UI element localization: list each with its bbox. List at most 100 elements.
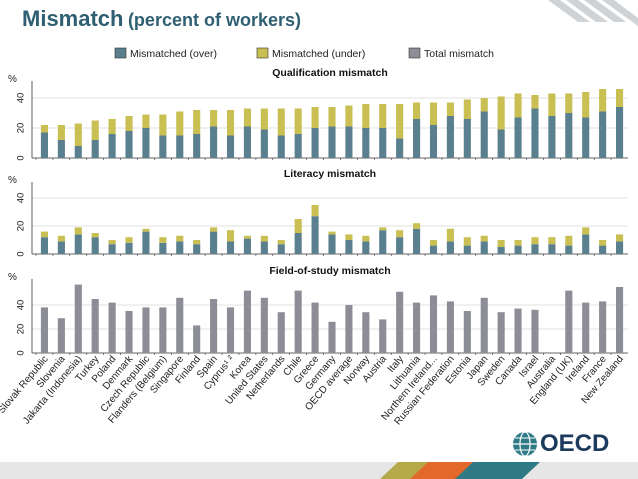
bar-over bbox=[362, 128, 370, 158]
bar-over bbox=[108, 244, 116, 254]
bar-total bbox=[565, 290, 573, 353]
bar-over bbox=[497, 247, 505, 254]
bar-under bbox=[40, 231, 49, 238]
y-axis-unit: % bbox=[8, 175, 17, 186]
bar-over bbox=[311, 216, 319, 254]
bar-total bbox=[480, 297, 488, 353]
bar-under bbox=[396, 104, 404, 139]
bar-over bbox=[599, 245, 607, 254]
bar-over bbox=[210, 231, 218, 254]
bar-under bbox=[345, 105, 353, 127]
bar-over bbox=[615, 241, 624, 254]
footer-stripe bbox=[380, 462, 540, 479]
bar-under bbox=[210, 227, 218, 232]
bar-over bbox=[582, 117, 590, 158]
bar-under bbox=[429, 102, 438, 125]
bar-over bbox=[57, 241, 65, 254]
bar-total bbox=[615, 287, 624, 353]
bar-under bbox=[311, 205, 319, 217]
bar-total bbox=[74, 284, 82, 353]
bar-over bbox=[108, 134, 116, 158]
bar-over bbox=[142, 128, 150, 158]
bar-under bbox=[260, 108, 268, 130]
bar-under bbox=[193, 110, 201, 134]
bar-over bbox=[582, 234, 590, 254]
bar-under bbox=[582, 227, 590, 235]
bar-under bbox=[226, 230, 235, 242]
bar-under bbox=[260, 235, 268, 242]
bar-over bbox=[446, 116, 454, 158]
bar-under bbox=[480, 235, 488, 242]
bar-over bbox=[260, 241, 268, 254]
bar-total bbox=[40, 307, 49, 353]
bar-over bbox=[599, 111, 607, 158]
bar-under bbox=[311, 107, 319, 128]
bar-under bbox=[142, 114, 150, 128]
bar-under bbox=[91, 233, 99, 238]
bar-under bbox=[40, 125, 49, 133]
bar-over bbox=[548, 116, 556, 158]
bar-over bbox=[260, 129, 268, 158]
bar-under bbox=[480, 98, 488, 112]
bar-over bbox=[565, 113, 573, 158]
bar-under bbox=[91, 120, 99, 140]
bar-over bbox=[413, 119, 421, 158]
bar-under bbox=[379, 104, 387, 128]
y-tick-label: 20 bbox=[16, 324, 27, 335]
bar-under bbox=[176, 111, 184, 136]
bar-over bbox=[345, 126, 353, 158]
bar-over bbox=[480, 111, 488, 158]
bar-over bbox=[514, 245, 522, 254]
legend-label: Mismatched (over) bbox=[130, 48, 217, 60]
bar-over bbox=[379, 128, 387, 158]
bar-total bbox=[57, 318, 65, 353]
bar-under bbox=[497, 96, 505, 130]
bar-total bbox=[108, 302, 116, 353]
bar-total bbox=[142, 307, 150, 353]
bar-over bbox=[548, 244, 556, 254]
bar-under bbox=[615, 89, 624, 107]
bar-under bbox=[565, 93, 573, 113]
bar-over bbox=[463, 119, 471, 158]
bar-over bbox=[226, 241, 235, 254]
bar-over bbox=[193, 134, 201, 158]
bar-under bbox=[294, 219, 302, 233]
y-tick-label: 40 bbox=[16, 300, 27, 311]
bar-total bbox=[413, 302, 421, 353]
bar-under bbox=[108, 119, 116, 134]
bar-under bbox=[362, 104, 370, 128]
bar-total bbox=[514, 308, 522, 353]
bar-over bbox=[243, 238, 251, 254]
bar-under bbox=[328, 231, 336, 235]
bar-under bbox=[548, 93, 556, 116]
bar-over bbox=[328, 234, 336, 254]
y-axis-unit: % bbox=[8, 272, 17, 283]
panel-title: Qualification mismatch bbox=[272, 67, 388, 79]
bar-total bbox=[243, 290, 251, 353]
bar-under bbox=[328, 107, 336, 127]
bar-under bbox=[159, 237, 167, 243]
bar-total bbox=[362, 312, 370, 353]
bar-under bbox=[142, 228, 150, 232]
legend-swatch bbox=[408, 47, 421, 59]
bar-over bbox=[531, 244, 539, 254]
bar-under bbox=[176, 235, 184, 242]
bar-under bbox=[446, 228, 454, 242]
y-tick-label: 0 bbox=[16, 251, 27, 256]
bar-under bbox=[463, 237, 471, 246]
bar-over bbox=[57, 140, 65, 158]
bar-under bbox=[429, 240, 438, 246]
bar-total bbox=[210, 299, 218, 353]
legend-swatch bbox=[114, 47, 127, 59]
footer-bar bbox=[0, 462, 638, 479]
y-tick-label: 20 bbox=[16, 123, 27, 134]
bar-under bbox=[74, 123, 82, 146]
bar-under bbox=[413, 102, 421, 119]
y-tick-label: 20 bbox=[16, 221, 27, 232]
bar-over bbox=[413, 228, 421, 254]
bar-under bbox=[446, 102, 454, 116]
bar-total bbox=[159, 307, 167, 353]
bar-total bbox=[531, 309, 539, 353]
bar-under bbox=[531, 237, 539, 245]
